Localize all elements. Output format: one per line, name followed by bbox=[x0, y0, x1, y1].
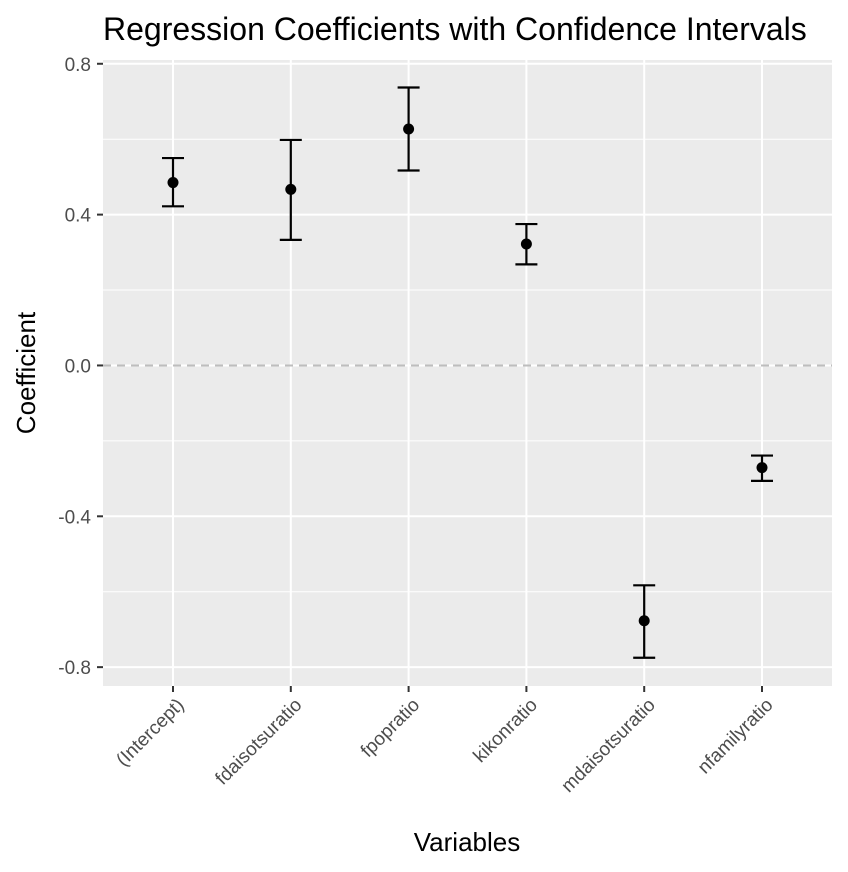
y-tick-label: -0.4 bbox=[58, 507, 91, 528]
x-tick-label: fpopratio bbox=[357, 695, 424, 762]
x-tick-label: fdaisotsuratio bbox=[212, 695, 307, 790]
chart-title: Regression Coefficients with Confidence … bbox=[103, 11, 807, 47]
coefficient-point bbox=[168, 177, 179, 188]
x-tick-label: (Intercept) bbox=[112, 695, 188, 771]
x-tick-label: mdaisotsuratio bbox=[558, 695, 660, 797]
coefficient-point bbox=[757, 462, 768, 473]
x-axis: (Intercept) fdaisotsuratio fpopratio kikonr… bbox=[112, 686, 777, 797]
x-axis-title: Variables bbox=[414, 827, 520, 857]
coefficient-point bbox=[403, 124, 414, 135]
x-tick-label: nfamilyratio bbox=[694, 695, 778, 779]
y-axis: 0.8 0.4 0.0 -0.4 -0.8 bbox=[58, 55, 103, 679]
y-tick-label: 0.8 bbox=[65, 55, 91, 76]
y-tick-label: 0.4 bbox=[65, 206, 92, 227]
y-axis-title: Coefficient bbox=[11, 311, 41, 434]
coefficient-point bbox=[285, 184, 296, 195]
y-tick-label: 0.0 bbox=[65, 356, 91, 377]
y-tick-label: -0.8 bbox=[58, 658, 91, 679]
x-tick-label: kikonratio bbox=[470, 695, 542, 767]
coefficient-point bbox=[639, 615, 650, 626]
coefficient-point bbox=[521, 239, 532, 250]
